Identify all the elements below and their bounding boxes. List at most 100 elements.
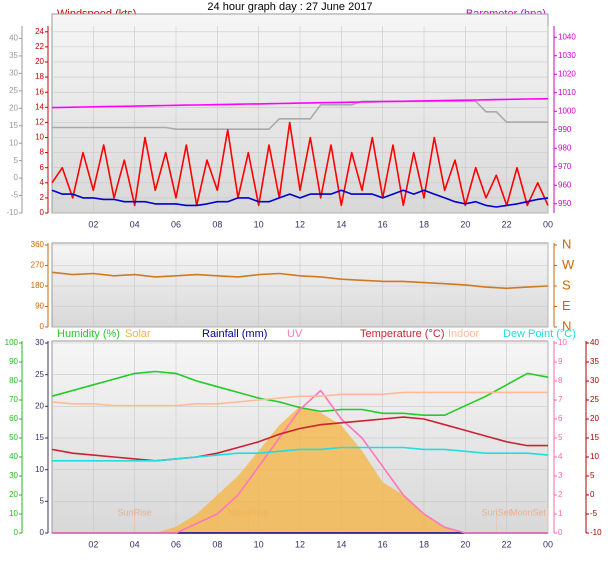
y-tick-label: -10: [6, 208, 18, 217]
y-tick-label: 35: [9, 51, 18, 60]
y-tick-label: 360: [31, 240, 45, 249]
y-tick-label: 10: [35, 133, 44, 142]
x-tick-label: 20: [460, 539, 470, 549]
y-tick-label: 9: [558, 357, 563, 366]
annotation: SunSet: [482, 507, 512, 517]
y-tick-label: S: [562, 277, 571, 292]
line: [51, 97, 549, 109]
y-tick-label: 10: [558, 338, 567, 347]
y-tick-label: 100: [5, 338, 19, 347]
legend-label: Solar: [125, 328, 151, 340]
y-tick-label: 30: [35, 338, 44, 347]
x-tick-label: 00: [543, 539, 553, 549]
y-tick-label: 22: [35, 42, 44, 51]
line: [52, 446, 549, 462]
y-tick-label: 70: [9, 395, 18, 404]
y-tick-label: 0: [40, 208, 45, 217]
x-tick-label: 06: [171, 219, 181, 229]
y-tick-label: 25: [35, 370, 44, 379]
y-tick-label: 18: [35, 72, 44, 81]
line: [52, 100, 548, 130]
x-tick-label: 12: [295, 539, 305, 549]
x-tick-label: 02: [88, 539, 98, 549]
legend-label: Humidity (%): [57, 328, 120, 340]
legend-label: Dew Point (°C): [503, 328, 576, 340]
y-tick-label: 5: [558, 433, 563, 442]
y-tick-label: 10: [9, 138, 18, 147]
y-tick-label: 20: [9, 490, 18, 499]
y-tick-label: 0: [40, 528, 45, 537]
annotation: SunRise: [118, 507, 152, 517]
y-tick-label: 970: [558, 162, 572, 171]
y-tick-label: 8: [558, 376, 563, 385]
y-tick-label: 50: [9, 433, 18, 442]
x-tick-label: 10: [254, 539, 264, 549]
y-tick-label: 25: [590, 395, 599, 404]
x-tick-label: 14: [336, 219, 346, 229]
x-tick-label: 22: [502, 219, 512, 229]
annotation: MoonSet: [510, 507, 547, 517]
y-tick-label: 90: [35, 302, 44, 311]
y-tick-label: 2: [40, 193, 45, 202]
y-tick-label: 960: [558, 180, 572, 189]
x-tick-label: 10: [254, 219, 264, 229]
x-tick-label: 02: [88, 219, 98, 229]
x-tick-label: 08: [212, 539, 222, 549]
y-tick-label: -5: [590, 509, 598, 518]
y-tick-label: 0: [40, 322, 45, 331]
y-tick-label: 40: [9, 452, 18, 461]
y-tick-label: 30: [590, 376, 599, 385]
x-tick-label: 14: [336, 539, 346, 549]
y-tick-label: 1020: [558, 69, 576, 78]
x-tick-label: 16: [378, 219, 388, 229]
y-tick-label: 1030: [558, 51, 576, 60]
line: [51, 271, 549, 290]
y-tick-label: 80: [9, 376, 18, 385]
line: [51, 121, 549, 207]
line: [52, 389, 548, 534]
legend-label: UV: [287, 328, 303, 340]
y-tick-label: 1010: [558, 88, 576, 97]
x-tick-label: 00: [543, 219, 553, 229]
x-tick-label: 18: [419, 539, 429, 549]
y-tick-label: 7: [558, 395, 563, 404]
y-tick-label: 0: [14, 173, 19, 182]
y-tick-label: 6: [40, 163, 45, 172]
y-tick-label: N: [562, 236, 571, 251]
y-tick-label: 5: [40, 496, 45, 505]
chart-title: 24 hour graph day : 27 June 2017: [207, 1, 372, 13]
y-tick-label: 16: [35, 87, 44, 96]
y-tick-label: 90: [9, 357, 18, 366]
y-tick-label: 60: [9, 414, 18, 423]
line: [51, 416, 548, 462]
y-tick-label: W: [562, 257, 575, 272]
y-tick-label: 10: [590, 452, 599, 461]
y-tick-label: 40: [9, 34, 18, 43]
y-tick-label: 20: [35, 57, 44, 66]
y-tick-label: 20: [35, 401, 44, 410]
y-tick-label: 980: [558, 143, 572, 152]
y-tick-label: 8: [40, 148, 45, 157]
line: [51, 370, 549, 416]
y-tick-label: 40: [590, 338, 599, 347]
x-tick-label: 04: [130, 539, 140, 549]
x-tick-label: 04: [130, 219, 140, 229]
x-tick-label: 20: [460, 219, 470, 229]
legend-label: Indoor: [448, 328, 480, 340]
y-tick-label: 1000: [558, 106, 576, 115]
y-tick-label: 270: [31, 261, 45, 270]
y-tick-label: 1: [558, 509, 563, 518]
y-tick-label: 0: [14, 528, 19, 537]
y-tick-label: 35: [590, 357, 599, 366]
line: [51, 189, 549, 208]
y-tick-label: -10: [590, 528, 602, 537]
x-tick-label: 08: [212, 219, 222, 229]
x-tick-label: 22: [502, 539, 512, 549]
y-tick-label: 14: [35, 102, 44, 111]
y-tick-label: N: [562, 318, 571, 333]
y-tick-label: -5: [11, 191, 19, 200]
y-tick-label: 0: [558, 528, 563, 537]
y-tick-label: 4: [558, 452, 563, 461]
y-tick-label: 10: [35, 465, 44, 474]
